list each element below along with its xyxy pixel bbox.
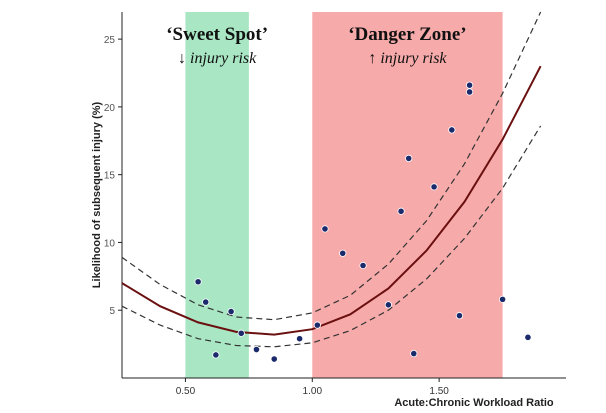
- x-tick-label: 0.50: [176, 386, 196, 397]
- data-point: [397, 207, 405, 215]
- data-point: [237, 329, 245, 337]
- data-point: [405, 154, 413, 162]
- x-tick-label: 1.50: [429, 386, 449, 397]
- data-point: [455, 312, 464, 320]
- data-point: [202, 298, 210, 306]
- data-point: [384, 301, 392, 309]
- y-tick-label: 10: [104, 238, 116, 249]
- danger-zone-title: ‘Danger Zone’: [348, 24, 467, 45]
- data-point: [313, 321, 321, 329]
- sweet-spot-subtitle: ↓ injury risk: [132, 50, 302, 68]
- data-point: [295, 335, 304, 343]
- data-point: [524, 333, 532, 341]
- data-point: [359, 261, 367, 270]
- data-point: [410, 349, 418, 358]
- data-point: [448, 126, 456, 134]
- data-point: [339, 249, 347, 257]
- y-tick-label: 25: [104, 35, 116, 46]
- data-point: [321, 225, 329, 233]
- sweet-spot-subtitle-text: injury risk: [190, 50, 257, 67]
- up-arrow-icon: ↑: [368, 50, 377, 67]
- data-point: [252, 345, 261, 354]
- data-point: [194, 278, 202, 286]
- data-point: [465, 88, 474, 96]
- danger-zone-subtitle: ↑ injury risk: [322, 50, 492, 68]
- y-tick-label: 15: [104, 171, 116, 182]
- x-tick-label: 1.00: [303, 386, 323, 397]
- x-axis-label: Acute:Chronic Workload Ratio: [394, 397, 554, 408]
- danger-zone-subtitle-text: injury risk: [380, 50, 447, 67]
- ci-upper-line: [121, 11, 542, 321]
- down-arrow-icon: ↓: [178, 50, 187, 67]
- data-point: [430, 183, 438, 191]
- sweet-spot-title: ‘Sweet Spot’: [166, 24, 269, 45]
- data-point: [270, 355, 278, 363]
- data-point: [212, 351, 220, 359]
- fit-curve-line: [121, 65, 542, 336]
- y-tick-label: 5: [109, 306, 115, 317]
- y-tick-label: 20: [104, 103, 116, 114]
- data-point: [227, 307, 235, 316]
- data-point: [498, 295, 507, 303]
- y-axis-label: Likelihood of subsequent injury (%): [91, 101, 103, 288]
- data-point: [465, 81, 474, 89]
